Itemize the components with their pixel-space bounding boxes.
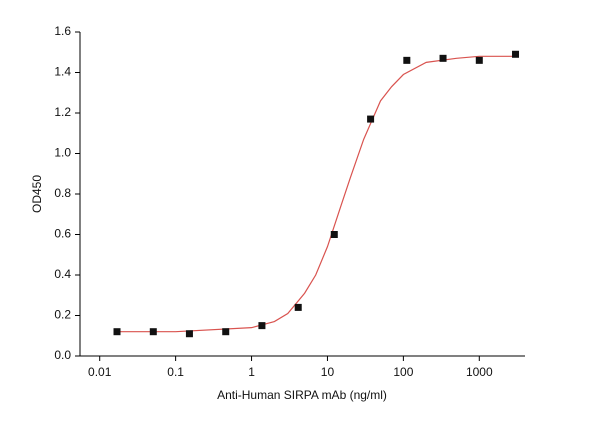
y-axis-label: OD450: [30, 175, 44, 213]
data-point: [475, 56, 483, 64]
data-point: [367, 115, 375, 123]
y-tick-label: 1.4: [54, 65, 71, 79]
y-tick-label: 0.4: [54, 267, 71, 281]
y-tick-label: 1.0: [54, 146, 71, 160]
x-tick-label: 100: [393, 365, 413, 379]
fit-curve: [117, 55, 516, 333]
data-point: [149, 328, 157, 336]
data-point: [439, 54, 447, 62]
data-point: [512, 50, 520, 58]
data-point: [222, 328, 230, 336]
x-tick-label: 10: [321, 365, 335, 379]
data-point: [330, 231, 338, 238]
data-point: [403, 56, 411, 64]
y-tick-label: 0.2: [54, 308, 71, 322]
y-tick-label: 0.8: [54, 186, 71, 200]
data-point: [258, 322, 266, 330]
data-point: [113, 328, 121, 336]
x-tick-label: 0.01: [88, 365, 112, 379]
y-tick-label: 0.6: [54, 227, 71, 241]
y-tick-label: 1.2: [54, 105, 71, 119]
y-tick-label: 0.0: [54, 348, 71, 362]
y-tick-label: 1.6: [54, 24, 71, 38]
x-axis-label: Anti-Human SIRPA mAb (ng/ml): [217, 388, 387, 402]
x-tick-label: 1: [248, 365, 255, 379]
data-point: [185, 330, 193, 338]
x-tick-label: 1000: [466, 365, 493, 379]
x-tick-label: 0.1: [167, 365, 184, 379]
data-point: [294, 303, 302, 311]
